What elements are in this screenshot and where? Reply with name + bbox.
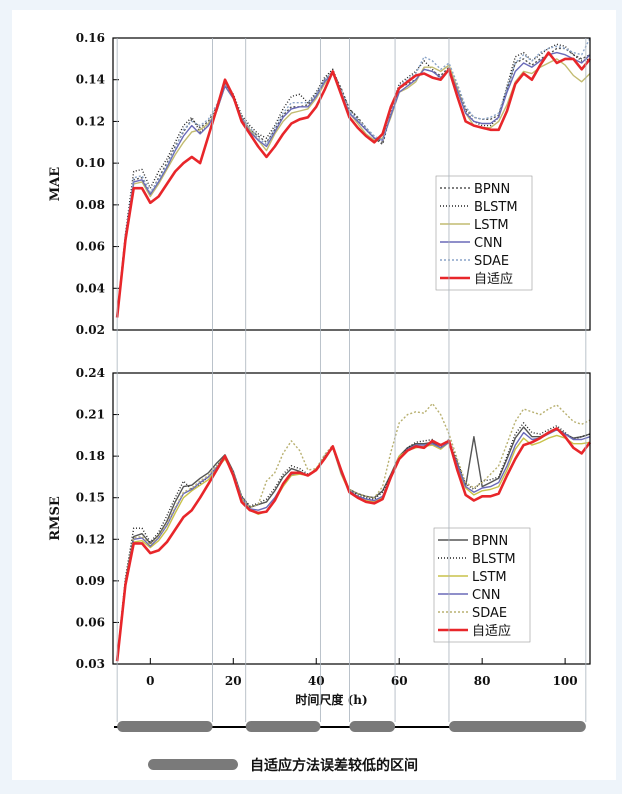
series-line-rmse-5	[115, 427, 592, 662]
legend-label: 自适应	[474, 271, 513, 287]
series-line-mae-3	[116, 51, 591, 316]
y-tick-label: 0.12	[76, 114, 105, 128]
series-line-rmse-0	[116, 426, 591, 660]
legend-box	[435, 175, 533, 291]
y-tick-label: 0.03	[76, 657, 105, 671]
y-tick-label: 0.08	[76, 198, 105, 212]
y-axis-label: MAE	[48, 167, 63, 201]
y-tick-label: 0.12	[76, 532, 105, 546]
y-tick-label: 0.10	[76, 156, 105, 170]
plot-rmse: 0.03 0.06 0.09 0.12 0.15 0.18 0.21 0.24 0 20 40 60 8…	[48, 366, 592, 707]
interval-bar	[245, 721, 321, 732]
legend-label: SDAE	[472, 606, 507, 621]
legend-box	[433, 527, 531, 643]
y-tick-label: 0.18	[76, 449, 105, 463]
legend-label: CNN	[474, 236, 503, 251]
y-tick-label: 0.02	[76, 323, 105, 337]
y-tick-label: 0.15	[76, 491, 105, 505]
y-tick-label: 0.16	[76, 31, 105, 45]
series-line-rmse-4	[116, 402, 591, 660]
series-line-mae-5	[115, 51, 592, 318]
plot-frame	[112, 37, 591, 331]
legend-mae: BPNN BLSTM LSTM CNN SDAE 自适应	[435, 175, 533, 291]
legend-label: SDAE	[474, 254, 509, 269]
y-tick-label: 0.04	[76, 281, 105, 295]
x-tick-label: 20	[225, 674, 242, 688]
y-axis-label: RMSE	[48, 496, 63, 541]
y-tick-label: 0.09	[76, 574, 105, 588]
x-tick-label: 60	[391, 674, 408, 688]
legend-label: CNN	[472, 588, 501, 603]
legend-rmse: BPNN BLSTM LSTM CNN SDAE 自适应	[433, 527, 531, 643]
y-tick-label: 0.06	[76, 240, 105, 254]
legend-label: 自适应	[472, 623, 511, 639]
x-axis-label: 时间尺度 (h)	[295, 692, 367, 707]
y-tick-label: 0.06	[76, 615, 105, 629]
legend-label: LSTM	[472, 570, 507, 585]
legend-label: LSTM	[474, 218, 509, 233]
interval-bar	[117, 721, 213, 732]
interval-bar	[349, 721, 396, 732]
plot-frame	[112, 372, 591, 665]
y-tick-label: 0.24	[76, 366, 105, 380]
series-line-mae-4	[116, 37, 591, 316]
x-tick-label: 0	[146, 674, 154, 688]
y-tick-label: 0.21	[76, 408, 105, 422]
legend-label: BLSTM	[474, 200, 518, 215]
legend-label: BPNN	[472, 534, 508, 549]
x-tick-label: 80	[474, 674, 491, 688]
caption-swatch	[148, 759, 238, 770]
x-tick-label: 100	[553, 674, 578, 688]
y-tick-label: 0.14	[76, 73, 105, 87]
x-tick-label: 40	[308, 674, 325, 688]
legend-label: BPNN	[474, 182, 510, 197]
legend-label: BLSTM	[472, 552, 516, 567]
interval-bar	[448, 721, 586, 732]
caption-label: 自适应方法误差较低的区间	[250, 757, 418, 774]
